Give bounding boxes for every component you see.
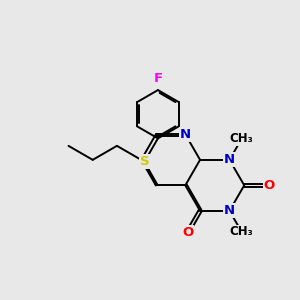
Text: N: N	[224, 153, 235, 166]
Text: F: F	[153, 72, 163, 85]
Text: CH₃: CH₃	[230, 225, 254, 238]
Text: O: O	[264, 179, 275, 192]
Text: N: N	[224, 204, 235, 217]
Text: CH₃: CH₃	[230, 132, 254, 146]
Text: S: S	[140, 155, 149, 168]
Text: N: N	[180, 128, 191, 141]
Text: O: O	[182, 226, 193, 239]
